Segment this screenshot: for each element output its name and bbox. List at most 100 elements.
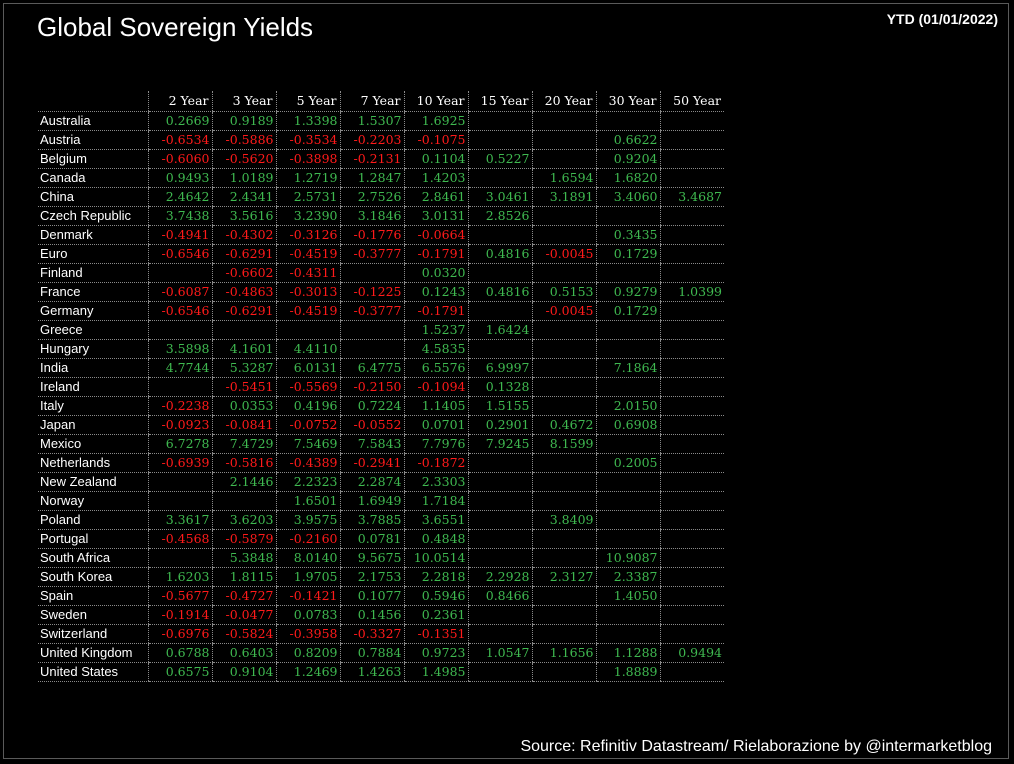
yield-cell: -0.1351 <box>403 624 468 644</box>
yield-cell <box>659 206 724 226</box>
table-row: United Kingdom 0.6788 0.6403 0.8209 0.7884 0.… <box>38 643 724 663</box>
yield-cell <box>467 111 532 131</box>
yield-cell: 0.9494 <box>659 643 724 663</box>
table-row: Switzerland -0.6976 -0.5824 -0.3958 -0.3327-… <box>38 624 724 644</box>
yield-cell: 2.0150 <box>595 396 660 416</box>
yield-cell <box>531 586 596 606</box>
yield-cell: 2.8461 <box>403 187 468 207</box>
yield-cell: -0.1791 <box>403 301 468 321</box>
yield-cell <box>659 149 724 169</box>
yield-cell: 0.8466 <box>467 586 532 606</box>
country-label: United States <box>38 662 148 682</box>
yield-cell: -0.0664 <box>403 225 468 245</box>
yield-cell: -0.1914 <box>147 605 212 625</box>
yield-cell <box>467 339 532 359</box>
table-row: Hungary 3.5898 4.1601 4.4110 4.5835 <box>38 339 724 359</box>
yield-cell: 0.5153 <box>531 282 596 302</box>
yield-cell <box>659 453 724 473</box>
yield-cell: -0.2131 <box>339 149 404 169</box>
yield-cell: 2.3303 <box>403 472 468 492</box>
yield-cell: 8.0140 <box>275 548 340 568</box>
yield-cell: -0.1421 <box>275 586 340 606</box>
yield-cell <box>467 472 532 492</box>
yield-cell <box>531 548 596 568</box>
yield-cell <box>595 605 660 625</box>
column-header: 50 Year <box>659 91 724 112</box>
yield-cell <box>659 491 724 511</box>
yield-cell: -0.5824 <box>211 624 276 644</box>
yield-cell <box>467 624 532 644</box>
yield-cell: 2.3387 <box>595 567 660 587</box>
yield-cell <box>531 529 596 549</box>
yield-cell <box>211 491 276 511</box>
yield-cell <box>659 396 724 416</box>
yield-cell: -0.1094 <box>403 377 468 397</box>
yield-cell <box>531 111 596 131</box>
yield-cell: -0.0923 <box>147 415 212 435</box>
yield-cell: 0.2901 <box>467 415 532 435</box>
yield-cell: 0.9493 <box>147 168 212 188</box>
yield-cell: 0.1328 <box>467 377 532 397</box>
yield-cell <box>659 225 724 245</box>
yield-cell <box>531 263 596 283</box>
table-row: Japan -0.0923 -0.0841 -0.0752 -0.0552 0.0701 0… <box>38 415 724 435</box>
yield-cell <box>531 472 596 492</box>
table-row: Denmark -0.4941 -0.4302 -0.3126 -0.1776 -0.06… <box>38 225 724 245</box>
yield-cell <box>659 434 724 454</box>
yield-cell <box>659 377 724 397</box>
yield-cell: 0.6788 <box>147 643 212 663</box>
yield-cell: 3.6203 <box>211 510 276 530</box>
yield-cell: 8.1599 <box>531 434 596 454</box>
yield-cell: 10.9087 <box>595 548 660 568</box>
country-label: Canada <box>38 168 148 188</box>
yield-cell <box>467 529 532 549</box>
yield-cell: 1.5307 <box>339 111 404 131</box>
country-label: Euro <box>38 244 148 264</box>
yield-cell: -0.5569 <box>275 377 340 397</box>
yield-cell: 0.4816 <box>467 244 532 264</box>
yield-cell: 0.0781 <box>339 529 404 549</box>
yield-cell: 0.1104 <box>403 149 468 169</box>
yield-cell: 0.5227 <box>467 149 532 169</box>
yield-cell: 0.9104 <box>211 662 276 682</box>
yield-cell <box>531 377 596 397</box>
country-label: Denmark <box>38 225 148 245</box>
yield-cell: 1.6949 <box>339 491 404 511</box>
yield-cell: -0.4389 <box>275 453 340 473</box>
yield-cell: 7.7976 <box>403 434 468 454</box>
yield-cell: 2.1753 <box>339 567 404 587</box>
yield-cell: 3.1891 <box>531 187 596 207</box>
table-row: India 4.7744 5.3287 6.0131 6.4775 6.5576 6.999… <box>38 358 724 378</box>
yield-cell <box>595 377 660 397</box>
yield-cell <box>147 263 212 283</box>
yield-cell <box>659 111 724 131</box>
yield-cell: -0.3777 <box>339 244 404 264</box>
yields-table: 2 Year 3 Year 5 Year 7 Year 10 Year 15 Year 20… <box>38 91 724 682</box>
yield-cell: 0.0353 <box>211 396 276 416</box>
yield-cell: -0.4519 <box>275 301 340 321</box>
yield-cell: 3.7438 <box>147 206 212 226</box>
yield-cell <box>595 320 660 340</box>
yield-cell: 0.4816 <box>467 282 532 302</box>
yield-cell <box>659 415 724 435</box>
yield-cell: 3.0131 <box>403 206 468 226</box>
yield-cell: 0.2005 <box>595 453 660 473</box>
table-row: Netherlands -0.6939 -0.5816 -0.4389 -0.2941-… <box>38 453 724 473</box>
yield-cell: -0.6976 <box>147 624 212 644</box>
yield-cell: 0.1729 <box>595 301 660 321</box>
country-label: United Kingdom <box>38 643 148 663</box>
yield-cell <box>531 624 596 644</box>
yield-cell: -0.3534 <box>275 130 340 150</box>
yield-cell: 1.2847 <box>339 168 404 188</box>
yield-cell <box>339 320 404 340</box>
source-note: Source: Refinitiv Datastream/ Rielaboraz… <box>520 738 992 755</box>
yield-cell: 0.6403 <box>211 643 276 663</box>
table-row: Norway 1.6501 1.6949 1.7184 <box>38 491 724 511</box>
country-label: Switzerland <box>38 624 148 644</box>
yield-cell: 6.9997 <box>467 358 532 378</box>
yield-cell: 4.1601 <box>211 339 276 359</box>
yield-cell: 0.0783 <box>275 605 340 625</box>
yield-cell <box>595 510 660 530</box>
yield-cell <box>595 434 660 454</box>
yield-cell: 1.3398 <box>275 111 340 131</box>
